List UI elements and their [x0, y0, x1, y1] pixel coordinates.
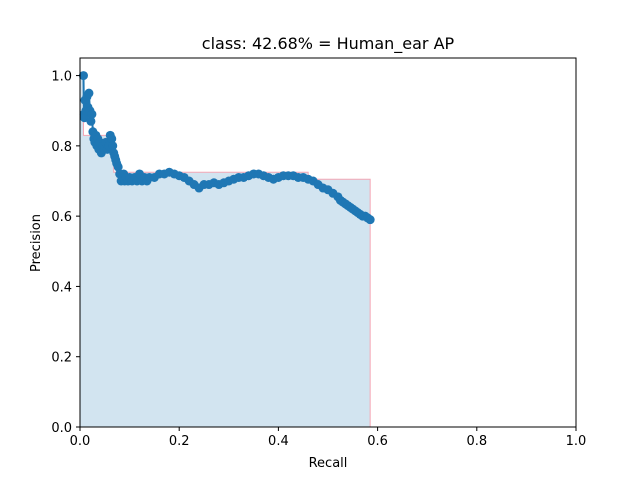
series-layer — [78, 71, 375, 225]
x-tick-label: 0.6 — [367, 434, 388, 449]
data-point — [78, 71, 88, 81]
plot-frame — [79, 57, 577, 428]
data-point — [86, 116, 96, 126]
y-axis-ticks: 0.0 0.2 0.4 0.6 0.8 1.0 — [51, 70, 80, 436]
y-tick-label: 0.2 — [51, 351, 72, 366]
ap-area-fill — [80, 75, 371, 428]
x-tick-label: 0.8 — [466, 434, 487, 449]
x-tick-label: 0.0 — [70, 434, 91, 449]
chart-title: class: 42.68% = Human_ear AP — [202, 34, 455, 54]
y-tick-label: 0.6 — [51, 210, 72, 225]
y-axis-label: Precision — [29, 214, 44, 272]
data-point — [113, 162, 123, 172]
data-point — [87, 109, 97, 119]
x-axis-ticks: 0.0 0.2 0.4 0.6 0.8 1.0 — [70, 427, 587, 449]
x-tick-label: 0.4 — [268, 434, 289, 449]
data-point — [108, 141, 118, 151]
x-tick-label: 0.2 — [169, 434, 190, 449]
data-point — [84, 88, 94, 98]
y-tick-label: 0.4 — [51, 280, 72, 295]
y-tick-label: 1.0 — [51, 70, 72, 85]
y-tick-label: 0.8 — [51, 140, 72, 155]
data-point — [107, 134, 117, 144]
x-axis-label: Recall — [309, 456, 348, 471]
y-tick-label: 0.0 — [51, 421, 72, 436]
x-tick-label: 1.0 — [566, 434, 587, 449]
data-point — [365, 215, 375, 225]
